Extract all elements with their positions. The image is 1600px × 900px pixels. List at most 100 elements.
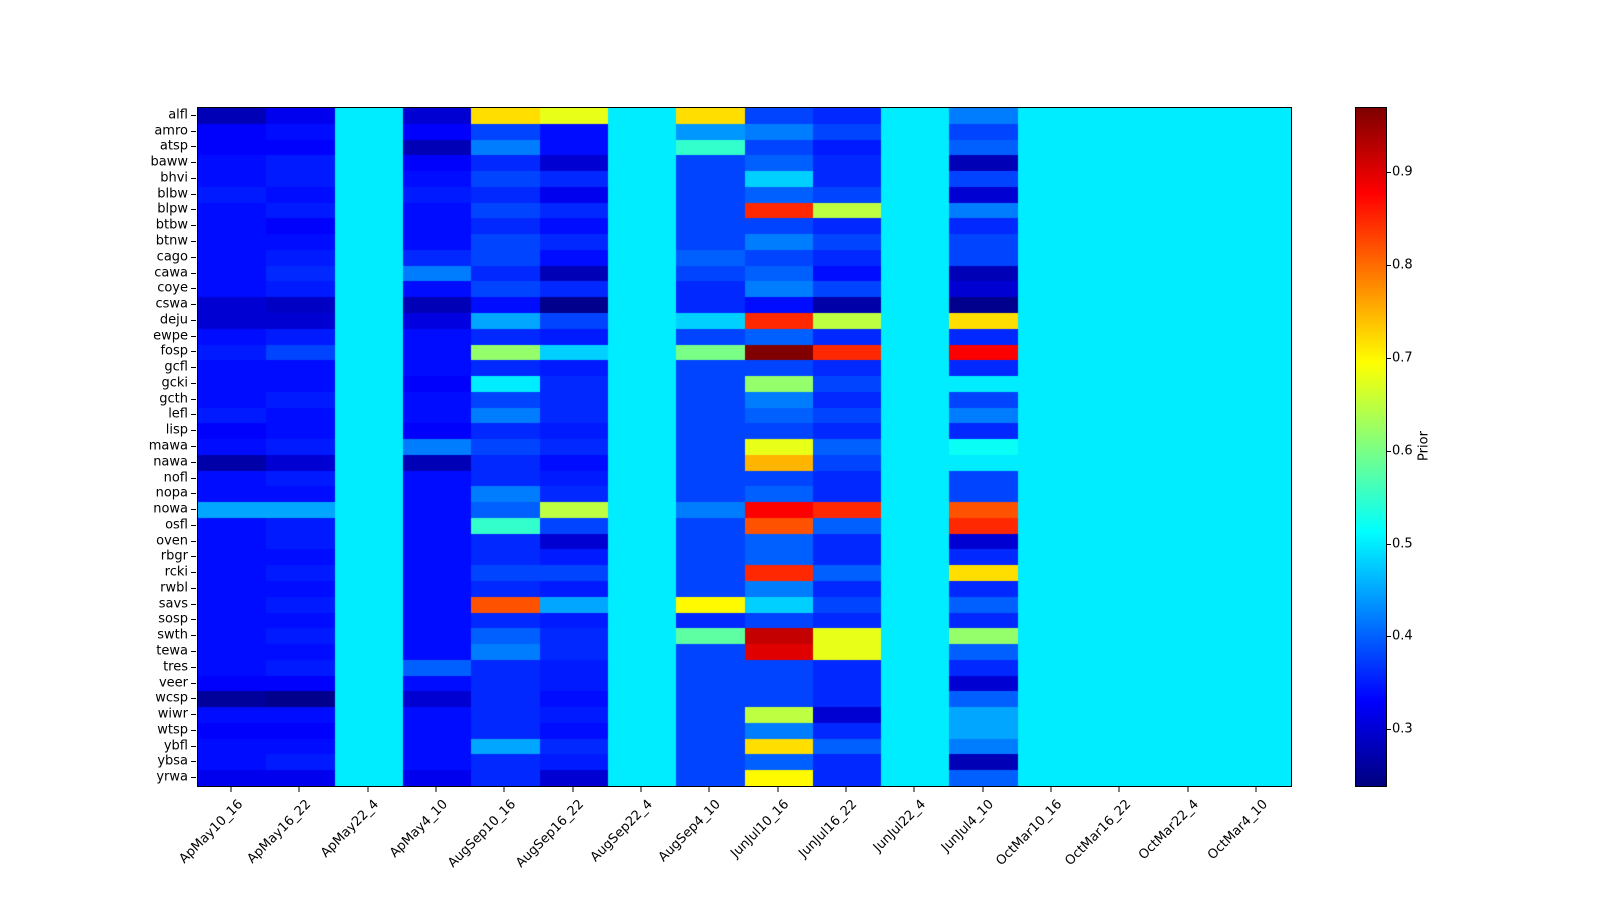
x-tick-label: AugSep10_16 [445, 797, 520, 871]
y-tick-label: fosp [160, 343, 188, 359]
y-tick-mark [191, 493, 196, 495]
x-tick-mark [708, 787, 710, 792]
y-tick-mark [191, 114, 196, 116]
x-tick-label: OctMar16_22 [1061, 797, 1134, 869]
y-tick-mark [191, 461, 196, 463]
colorbar-tick-mark [1386, 450, 1391, 452]
y-tick-label: alfl [168, 107, 188, 123]
x-tick-mark [367, 787, 369, 792]
y-tick-label: coye [157, 280, 188, 296]
y-tick-mark [191, 572, 196, 574]
y-tick-mark [191, 382, 196, 384]
colorbar-tick-mark [1386, 172, 1391, 173]
y-tick-mark [191, 272, 196, 274]
y-tick-mark [191, 714, 196, 716]
colorbar-tick-label: 0.6 [1392, 443, 1413, 459]
x-tick-label: JunJul16_22 [796, 797, 861, 862]
y-tick-label: cawa [154, 265, 188, 281]
y-tick-label: lefl [168, 406, 188, 422]
colorbar-tick-mark [1386, 636, 1391, 638]
x-tick-label: OctMar4_10 [1204, 797, 1271, 863]
y-tick-mark [191, 666, 196, 668]
x-tick-mark [777, 787, 779, 792]
x-tick-mark [1118, 787, 1120, 792]
y-tick-label: gcth [159, 391, 188, 407]
x-tick-mark [503, 787, 505, 792]
colorbar-tick-label: 0.8 [1392, 257, 1413, 273]
y-tick-label: tewa [156, 643, 188, 659]
y-tick-label: nowa [153, 501, 188, 517]
y-tick-label: swth [157, 627, 188, 643]
y-tick-mark [191, 477, 196, 479]
x-tick-mark [230, 787, 232, 792]
y-tick-mark [191, 414, 196, 416]
y-tick-mark [191, 288, 196, 290]
y-tick-mark [191, 540, 196, 542]
x-tick-label: JunJul4_10 [938, 797, 998, 856]
colorbar-tick-label: 0.9 [1392, 164, 1413, 180]
y-tick-label: gcfl [164, 359, 188, 375]
y-tick-mark [191, 256, 196, 258]
y-tick-label: btnw [155, 233, 188, 249]
y-tick-label: rwbl [160, 580, 188, 596]
x-tick-mark [572, 787, 574, 792]
y-tick-mark [191, 603, 196, 605]
x-tick-mark [1050, 787, 1052, 792]
y-tick-mark [191, 729, 196, 731]
y-tick-mark [191, 162, 196, 164]
y-tick-label: wcsp [155, 690, 188, 706]
y-tick-mark [191, 304, 196, 306]
colorbar [1355, 107, 1387, 787]
y-tick-label: cago [156, 249, 188, 265]
x-tick-label: ApMay10_16 [176, 797, 246, 867]
x-tick-mark [435, 787, 437, 792]
y-tick-label: wiwr [157, 706, 188, 722]
y-tick-mark [191, 587, 196, 589]
y-tick-mark [191, 209, 196, 211]
y-tick-mark [191, 398, 196, 400]
y-tick-mark [191, 225, 196, 227]
y-tick-mark [191, 319, 196, 321]
colorbar-tick-mark [1386, 357, 1391, 359]
plot-area [197, 107, 1292, 787]
y-tick-mark [191, 619, 196, 621]
y-tick-label: veer [158, 675, 188, 690]
y-tick-label: bhvi [160, 170, 188, 186]
y-tick-mark [191, 241, 196, 243]
y-tick-mark [191, 524, 196, 526]
heatmap [198, 108, 1291, 786]
x-tick-label: OctMar22_4 [1136, 797, 1203, 863]
y-tick-mark [191, 650, 196, 652]
y-tick-mark [191, 777, 196, 779]
y-tick-mark [191, 682, 196, 684]
x-tick-mark [640, 787, 642, 792]
y-tick-mark [191, 146, 196, 148]
y-tick-label: nopa [155, 485, 188, 501]
y-tick-mark [191, 193, 196, 195]
x-tick-label: AugSep22_4 [587, 797, 656, 866]
x-tick-mark [298, 787, 300, 792]
y-tick-mark [191, 761, 196, 763]
y-tick-mark [191, 177, 196, 179]
x-tick-label: JunJul10_16 [728, 797, 793, 862]
y-tick-label: blpw [157, 201, 188, 217]
y-tick-label: baww [150, 154, 188, 170]
colorbar-tick-mark [1386, 543, 1391, 545]
y-tick-label: rcki [164, 564, 188, 580]
colorbar-tick-label: 0.3 [1392, 721, 1413, 737]
colorbar-tick-label: 0.7 [1392, 350, 1413, 366]
y-tick-mark [191, 556, 196, 558]
y-tick-mark [191, 745, 196, 747]
x-tick-label: ApMay4_10 [386, 797, 451, 861]
x-tick-mark [913, 787, 915, 792]
y-tick-label: amro [154, 123, 188, 139]
y-tick-mark [191, 335, 196, 337]
y-tick-label: ybsa [157, 753, 188, 769]
x-tick-mark [845, 787, 847, 792]
x-tick-label: ApMay22_4 [318, 797, 383, 861]
y-tick-label: sosp [158, 611, 188, 627]
y-tick-mark [191, 509, 196, 511]
x-tick-mark [982, 787, 984, 792]
y-tick-mark [191, 635, 196, 637]
